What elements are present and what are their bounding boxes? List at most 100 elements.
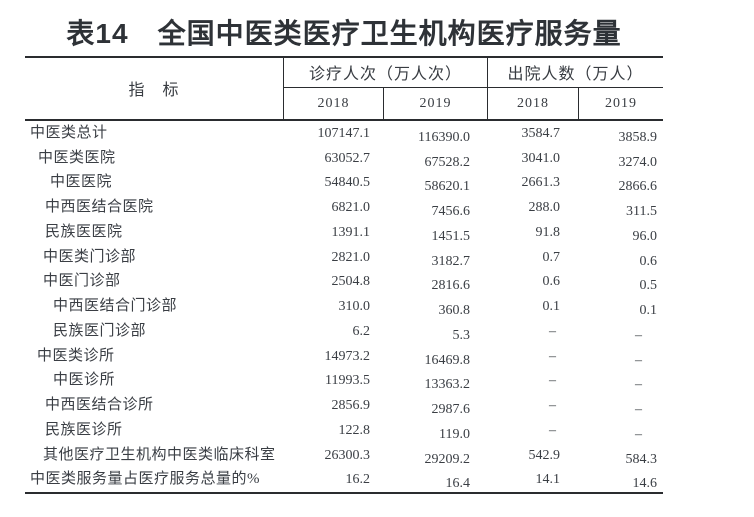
cell-visits-2019: 16.4 <box>445 476 471 492</box>
cell-discharge-2018: 14.1 <box>535 472 561 488</box>
cell-discharge-2019: 96.0 <box>632 228 658 244</box>
cell-visits-2019: 2987.6 <box>431 402 471 418</box>
cell-visits-2018: 26300.3 <box>324 447 371 463</box>
header-group-visits: 诊疗人次（万人次） <box>308 65 462 83</box>
cell-discharge-2019: – <box>635 352 642 368</box>
cell-discharge-2018: – <box>549 348 556 364</box>
header-year-discharge-2018: 2018 <box>517 95 549 111</box>
cell-discharge-2019: – <box>635 426 642 442</box>
table-body: 中医类总计 107147.1 116390.0 3584.7 3858.9 中医类医院 63… <box>0 121 754 492</box>
vertical-divider-discharge-years <box>578 88 579 119</box>
row-label: 中医门诊部 <box>43 273 121 290</box>
cell-discharge-2018: 2661.3 <box>521 175 561 191</box>
table-title: 表14 全国中医类医疗卫生机构医疗服务量 <box>66 18 622 49</box>
cell-visits-2019: 360.8 <box>438 303 471 319</box>
cell-discharge-2018: 542.9 <box>528 447 561 463</box>
row-label: 中医诊所 <box>53 372 116 389</box>
row-label: 中西医结合医院 <box>45 199 154 216</box>
cell-discharge-2019: 14.6 <box>632 476 658 492</box>
cell-discharge-2019: 0.5 <box>639 278 658 294</box>
cell-discharge-2019: 3274.0 <box>618 154 658 170</box>
table-row: 民族医诊所 122.8 119.0 – – <box>0 418 754 443</box>
table-row: 中西医结合诊所 2856.9 2987.6 – – <box>0 393 754 418</box>
cell-discharge-2019: – <box>635 327 642 343</box>
cell-discharge-2018: – <box>549 398 556 414</box>
cell-discharge-2018: 3041.0 <box>521 150 561 166</box>
cell-visits-2018: 63052.7 <box>324 150 371 166</box>
cell-discharge-2018: 3584.7 <box>521 126 561 141</box>
header-year-discharge-2019: 2019 <box>605 95 637 111</box>
cell-visits-2018: 6821.0 <box>331 200 371 216</box>
cell-discharge-2019: 0.6 <box>639 253 658 269</box>
cell-visits-2019: 116390.0 <box>418 130 470 145</box>
cell-visits-2019: 1451.5 <box>431 228 471 244</box>
table-row: 中西医结合医院 6821.0 7456.6 288.0 311.5 <box>0 195 754 220</box>
table-row: 中医类门诊部 2821.0 3182.7 0.7 0.6 <box>0 245 754 270</box>
cell-visits-2018: 6.2 <box>352 323 371 339</box>
cell-visits-2018: 310.0 <box>338 299 371 315</box>
table-row: 中医类总计 107147.1 116390.0 3584.7 3858.9 <box>0 121 754 146</box>
header-group-discharge: 出院人数（万人） <box>507 65 644 83</box>
cell-discharge-2018: – <box>549 323 556 339</box>
header-year-visits-2018: 2018 <box>317 95 350 111</box>
cell-visits-2018: 1391.1 <box>331 224 371 240</box>
cell-visits-2018: 107147.1 <box>317 126 371 141</box>
cell-visits-2019: 13363.2 <box>424 377 471 393</box>
cell-visits-2019: 67528.2 <box>424 154 471 170</box>
cell-discharge-2018: 91.8 <box>535 224 561 240</box>
row-label: 中西医结合诊所 <box>45 397 154 414</box>
table-row: 中医医院 54840.5 58620.1 2661.3 2866.6 <box>0 170 754 195</box>
cell-visits-2018: 122.8 <box>338 422 371 438</box>
row-label: 中医医院 <box>50 174 113 191</box>
vertical-divider-indicator <box>283 56 284 119</box>
cell-visits-2019: 58620.1 <box>424 179 471 195</box>
cell-visits-2019: 7456.6 <box>431 204 471 220</box>
table-row: 民族医医院 1391.1 1451.5 91.8 96.0 <box>0 220 754 245</box>
cell-discharge-2019: – <box>635 402 642 418</box>
header-indicator: 指 标 <box>128 81 180 99</box>
cell-visits-2019: 16469.8 <box>424 352 471 368</box>
row-label: 中医类医院 <box>38 149 116 166</box>
row-label: 中医类总计 <box>30 125 108 141</box>
table-row: 中西医结合门诊部 310.0 360.8 0.1 0.1 <box>0 294 754 319</box>
cell-discharge-2019: – <box>635 377 642 393</box>
table-row: 中医类医院 63052.7 67528.2 3041.0 3274.0 <box>0 146 754 171</box>
cell-visits-2019: 2816.6 <box>431 278 471 294</box>
cell-visits-2019: 29209.2 <box>424 451 471 467</box>
row-label: 其他医疗卫生机构中医类临床科室 <box>43 446 276 463</box>
cell-visits-2018: 2856.9 <box>331 398 371 414</box>
vertical-divider-visits-years <box>383 88 384 119</box>
cell-discharge-2019: 0.1 <box>639 303 658 319</box>
cell-discharge-2018: 288.0 <box>528 200 561 216</box>
cell-visits-2018: 2821.0 <box>331 249 371 265</box>
cell-visits-2018: 14973.2 <box>324 348 371 364</box>
cell-visits-2018: 16.2 <box>345 472 371 488</box>
table-row: 其他医疗卫生机构中医类临床科室 26300.3 29209.2 542.9 584.3 <box>0 443 754 468</box>
table-bottom-border <box>25 492 663 494</box>
table-row: 中医类诊所 14973.2 16469.8 – – <box>0 344 754 369</box>
table-row: 中医诊所 11993.5 13363.2 – – <box>0 368 754 393</box>
row-label: 中西医结合门诊部 <box>53 298 178 315</box>
cell-discharge-2019: 311.5 <box>626 204 657 220</box>
cell-visits-2018: 11993.5 <box>325 373 370 389</box>
cell-visits-2019: 119.0 <box>439 426 470 442</box>
cell-discharge-2018: 0.1 <box>542 299 561 315</box>
cell-discharge-2019: 2866.6 <box>618 179 658 195</box>
header-bottom-border <box>25 119 663 121</box>
cell-discharge-2018: – <box>549 373 556 389</box>
row-label: 中医类门诊部 <box>43 248 137 265</box>
cell-discharge-2018: – <box>549 422 556 438</box>
header-group-divider <box>283 87 663 88</box>
cell-visits-2019: 3182.7 <box>431 253 471 269</box>
header-year-visits-2019: 2019 <box>419 95 452 111</box>
cell-visits-2019: 5.3 <box>452 327 471 343</box>
cell-visits-2018: 54840.5 <box>324 175 371 191</box>
cell-visits-2018: 2504.8 <box>331 274 371 290</box>
cell-discharge-2018: 0.7 <box>542 249 561 265</box>
cell-discharge-2018: 0.6 <box>542 274 561 290</box>
row-label: 民族医医院 <box>45 223 123 240</box>
cell-discharge-2019: 584.3 <box>625 451 658 467</box>
cell-discharge-2019: 3858.9 <box>618 130 658 145</box>
row-label: 民族医门诊部 <box>53 322 147 339</box>
